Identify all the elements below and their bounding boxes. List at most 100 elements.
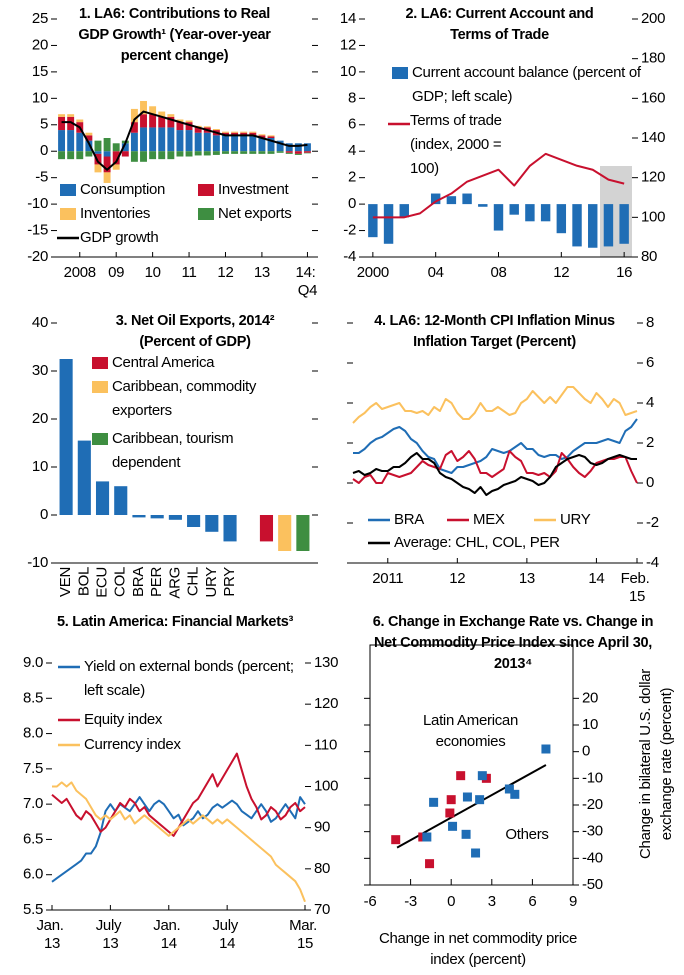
bar (478, 204, 488, 207)
bar-segment (112, 143, 120, 152)
legend-label: Yield on external bonds (percent; left s… (84, 658, 294, 699)
line (51, 752, 306, 837)
bar (572, 204, 582, 247)
y-tick-label: 4 (646, 394, 654, 411)
bar (509, 204, 519, 215)
point (471, 848, 481, 858)
x-tick-label: 04 (428, 264, 444, 281)
legend-label: Caribbean, commodity exporters (112, 378, 257, 419)
bar-segment (222, 131, 229, 133)
legend-label: Caribbean, tourism dependent (112, 430, 234, 471)
y-tick-label: 110 (314, 736, 337, 753)
legend-label: BRA (394, 511, 424, 528)
bar-segment (67, 114, 75, 117)
x-tick-label: 2011 (372, 570, 403, 587)
x-tick-label: PRY (221, 567, 238, 597)
bar (462, 193, 472, 205)
bar-segment (103, 172, 111, 183)
y-tick-label: 12 (340, 36, 356, 53)
point (541, 744, 551, 754)
bar (150, 515, 164, 519)
line (51, 796, 306, 883)
bar (540, 204, 551, 222)
legend-label: Investment (218, 181, 289, 198)
point (462, 792, 472, 802)
y-tick-label: 9.0 (23, 654, 43, 671)
legend-label: Current account balance (percent of GDP;… (412, 64, 641, 105)
bar-segment (249, 151, 257, 154)
line (52, 781, 306, 903)
bar-segment (303, 143, 311, 152)
bar (114, 486, 128, 515)
y-tick-label: 10 (340, 63, 356, 80)
bar-segment (67, 116, 75, 131)
line (352, 450, 638, 484)
bar-segment (130, 108, 138, 123)
legend-swatch (92, 381, 108, 393)
bar-segment (176, 130, 184, 152)
bar-segment (176, 151, 184, 157)
y-tick-label: 120 (314, 695, 338, 712)
y-tick-label: 2 (348, 169, 356, 186)
bar-segment (140, 151, 147, 162)
x-tick-label: 08 (490, 264, 506, 281)
y-tick-label: 120 (641, 169, 665, 186)
y-tick-label: 5.5 (23, 901, 43, 918)
bar-segment (249, 132, 257, 136)
bar-segment (85, 132, 93, 136)
x-tick-label: 12 (449, 570, 465, 587)
x-tick-label: Jan. 14 (153, 917, 184, 952)
bar-segment (185, 130, 193, 152)
bar-segment (58, 116, 66, 131)
y-tick-label: 20 (32, 36, 48, 53)
y-tick-label: -15 (27, 222, 48, 239)
legend-swatch (60, 184, 76, 196)
y-tick-label: 160 (641, 89, 665, 106)
bar-segment (85, 140, 93, 152)
y-tick-label: 25 (32, 10, 48, 27)
bar-segment (94, 164, 102, 173)
bar-segment (112, 164, 120, 170)
bar (603, 204, 614, 247)
bar-segment (212, 151, 220, 155)
x-tick-label: 14 (588, 570, 604, 587)
bar (368, 204, 378, 238)
x-tick-label: Mar. 15 (289, 917, 321, 952)
x-tick-label: 6 (528, 893, 536, 910)
bar-segment (140, 127, 147, 152)
bar-segment (222, 132, 229, 136)
bar (59, 359, 73, 515)
legend-label: Equity index (84, 711, 163, 728)
bar (493, 204, 504, 231)
x-tick-label: Feb. 15 (621, 570, 654, 605)
chart-title: 4. LA6: 12-Month CPI Inflation Minus Inf… (374, 313, 615, 350)
legend-swatch (60, 208, 76, 220)
bar-segment (231, 135, 239, 152)
x-tick-label: 10 (145, 264, 161, 281)
y-tick-label: 180 (641, 50, 665, 67)
line (352, 452, 637, 496)
bar-segment (149, 106, 157, 115)
bar (132, 515, 146, 518)
bar-segment (294, 151, 302, 154)
y-tick-label: 0 (40, 142, 48, 159)
point (445, 808, 455, 818)
y-tick-label: -4 (646, 554, 659, 571)
x-tick-label: 12 (553, 264, 569, 281)
y-tick-label: 8 (646, 314, 654, 331)
y-tick-label: 6.5 (23, 830, 43, 847)
bar-segment (130, 132, 138, 152)
x-tick-label: 3 (488, 893, 496, 910)
bar (168, 515, 182, 520)
bar-segment (267, 138, 275, 152)
bar-segment (267, 135, 275, 137)
bar-segment (103, 156, 111, 173)
bar (619, 204, 629, 244)
bar-segment (158, 151, 166, 160)
x-tick-label: ARG (166, 567, 183, 599)
bar-segment (240, 131, 248, 133)
bar-segment (303, 151, 311, 153)
bar-segment (194, 151, 202, 156)
bar-segment (285, 151, 293, 153)
